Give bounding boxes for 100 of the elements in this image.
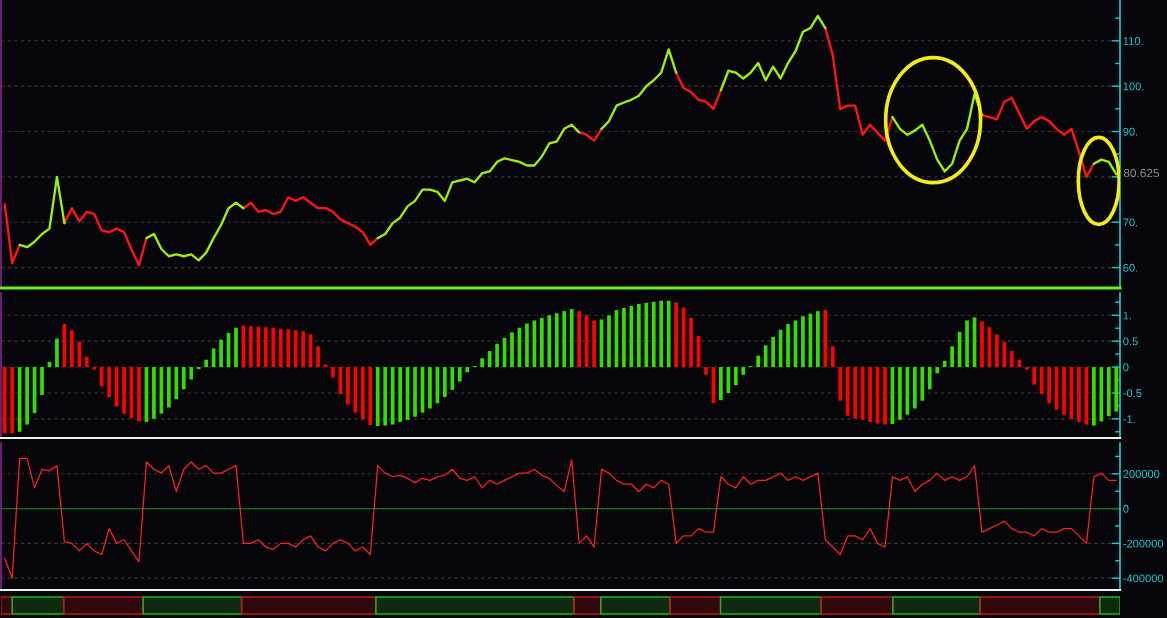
bar (77, 341, 82, 368)
bar (293, 330, 298, 368)
bar (651, 301, 656, 368)
bar (942, 360, 947, 368)
bar (830, 346, 835, 368)
bar (920, 367, 925, 401)
bar (950, 346, 955, 368)
bar (457, 367, 462, 382)
bar (868, 367, 872, 422)
bar (181, 367, 186, 390)
bar (189, 367, 194, 380)
bar (786, 324, 790, 368)
bar (346, 367, 350, 405)
bar (539, 317, 544, 368)
bar (11, 596, 65, 615)
bar (995, 334, 999, 368)
bar (592, 320, 596, 368)
y-tick-label: 90. (1123, 127, 1138, 136)
bar (360, 367, 365, 420)
bar (398, 367, 402, 422)
bar (375, 367, 380, 427)
bar (465, 367, 470, 373)
bar (669, 596, 722, 615)
bar (1106, 367, 1111, 417)
bar (965, 320, 969, 368)
y-tick-label: 60. (1123, 263, 1138, 272)
y-tick-label: 100. (1123, 82, 1144, 91)
y-tick-label: -200000 (1123, 539, 1164, 548)
bar (428, 367, 432, 409)
bar (219, 339, 223, 368)
bar (845, 367, 850, 416)
bar (301, 331, 305, 368)
bar (689, 317, 693, 368)
bar (204, 359, 209, 368)
bar (166, 367, 171, 408)
bar (10, 367, 15, 434)
bar (2, 367, 7, 434)
y-tick-label: 0 (1123, 363, 1129, 372)
bar (763, 345, 768, 368)
bar (554, 313, 559, 368)
bar (726, 367, 731, 393)
bar (390, 367, 395, 425)
bar (323, 364, 328, 368)
bar (286, 329, 291, 368)
bar (331, 367, 335, 378)
bar (525, 323, 529, 368)
bar (622, 308, 626, 368)
bar (547, 315, 552, 368)
bar (741, 367, 746, 375)
y-tick-label: -1. (1123, 415, 1135, 423)
bar (666, 300, 671, 368)
bar (883, 367, 887, 425)
bar (1039, 367, 1044, 394)
bar (577, 311, 582, 368)
bar (573, 596, 602, 615)
bar (912, 367, 917, 409)
bar (55, 338, 59, 368)
bar (600, 596, 671, 615)
bar (898, 367, 902, 420)
bar (719, 367, 723, 401)
bar (823, 310, 828, 368)
y-tick-label: -0.5 (1123, 389, 1142, 398)
bar (756, 355, 761, 368)
y-tick-label: 0.5 (1123, 337, 1138, 346)
bar (196, 367, 201, 370)
y-tick-label: 110. (1123, 37, 1143, 45)
bar (40, 367, 44, 396)
bar (979, 596, 1101, 615)
bar (1092, 367, 1096, 426)
bar (838, 367, 843, 401)
bar (107, 367, 112, 398)
bar (1099, 367, 1104, 422)
y-tick-label: 0 (1123, 504, 1129, 513)
bar (816, 311, 820, 368)
bar (375, 596, 575, 615)
bar (495, 343, 499, 368)
y-tick-label: 1. (1123, 311, 1132, 320)
bar (99, 367, 104, 387)
bar (733, 367, 738, 386)
bar (820, 596, 894, 615)
bar (137, 367, 141, 422)
bar (17, 367, 22, 432)
bar (853, 367, 858, 419)
bar (1024, 367, 1029, 370)
bar (383, 367, 388, 426)
bar (353, 367, 358, 413)
bar (562, 311, 567, 368)
bar (142, 596, 243, 615)
bar (1077, 367, 1081, 422)
bar (122, 367, 126, 414)
bar (1099, 596, 1120, 615)
bar (1017, 359, 1022, 368)
bar (368, 367, 373, 426)
bar (1114, 367, 1119, 412)
bar (263, 327, 268, 368)
bar (801, 316, 805, 368)
bar (704, 367, 708, 375)
bar (174, 367, 179, 400)
bar (234, 327, 238, 368)
bar (892, 596, 981, 615)
